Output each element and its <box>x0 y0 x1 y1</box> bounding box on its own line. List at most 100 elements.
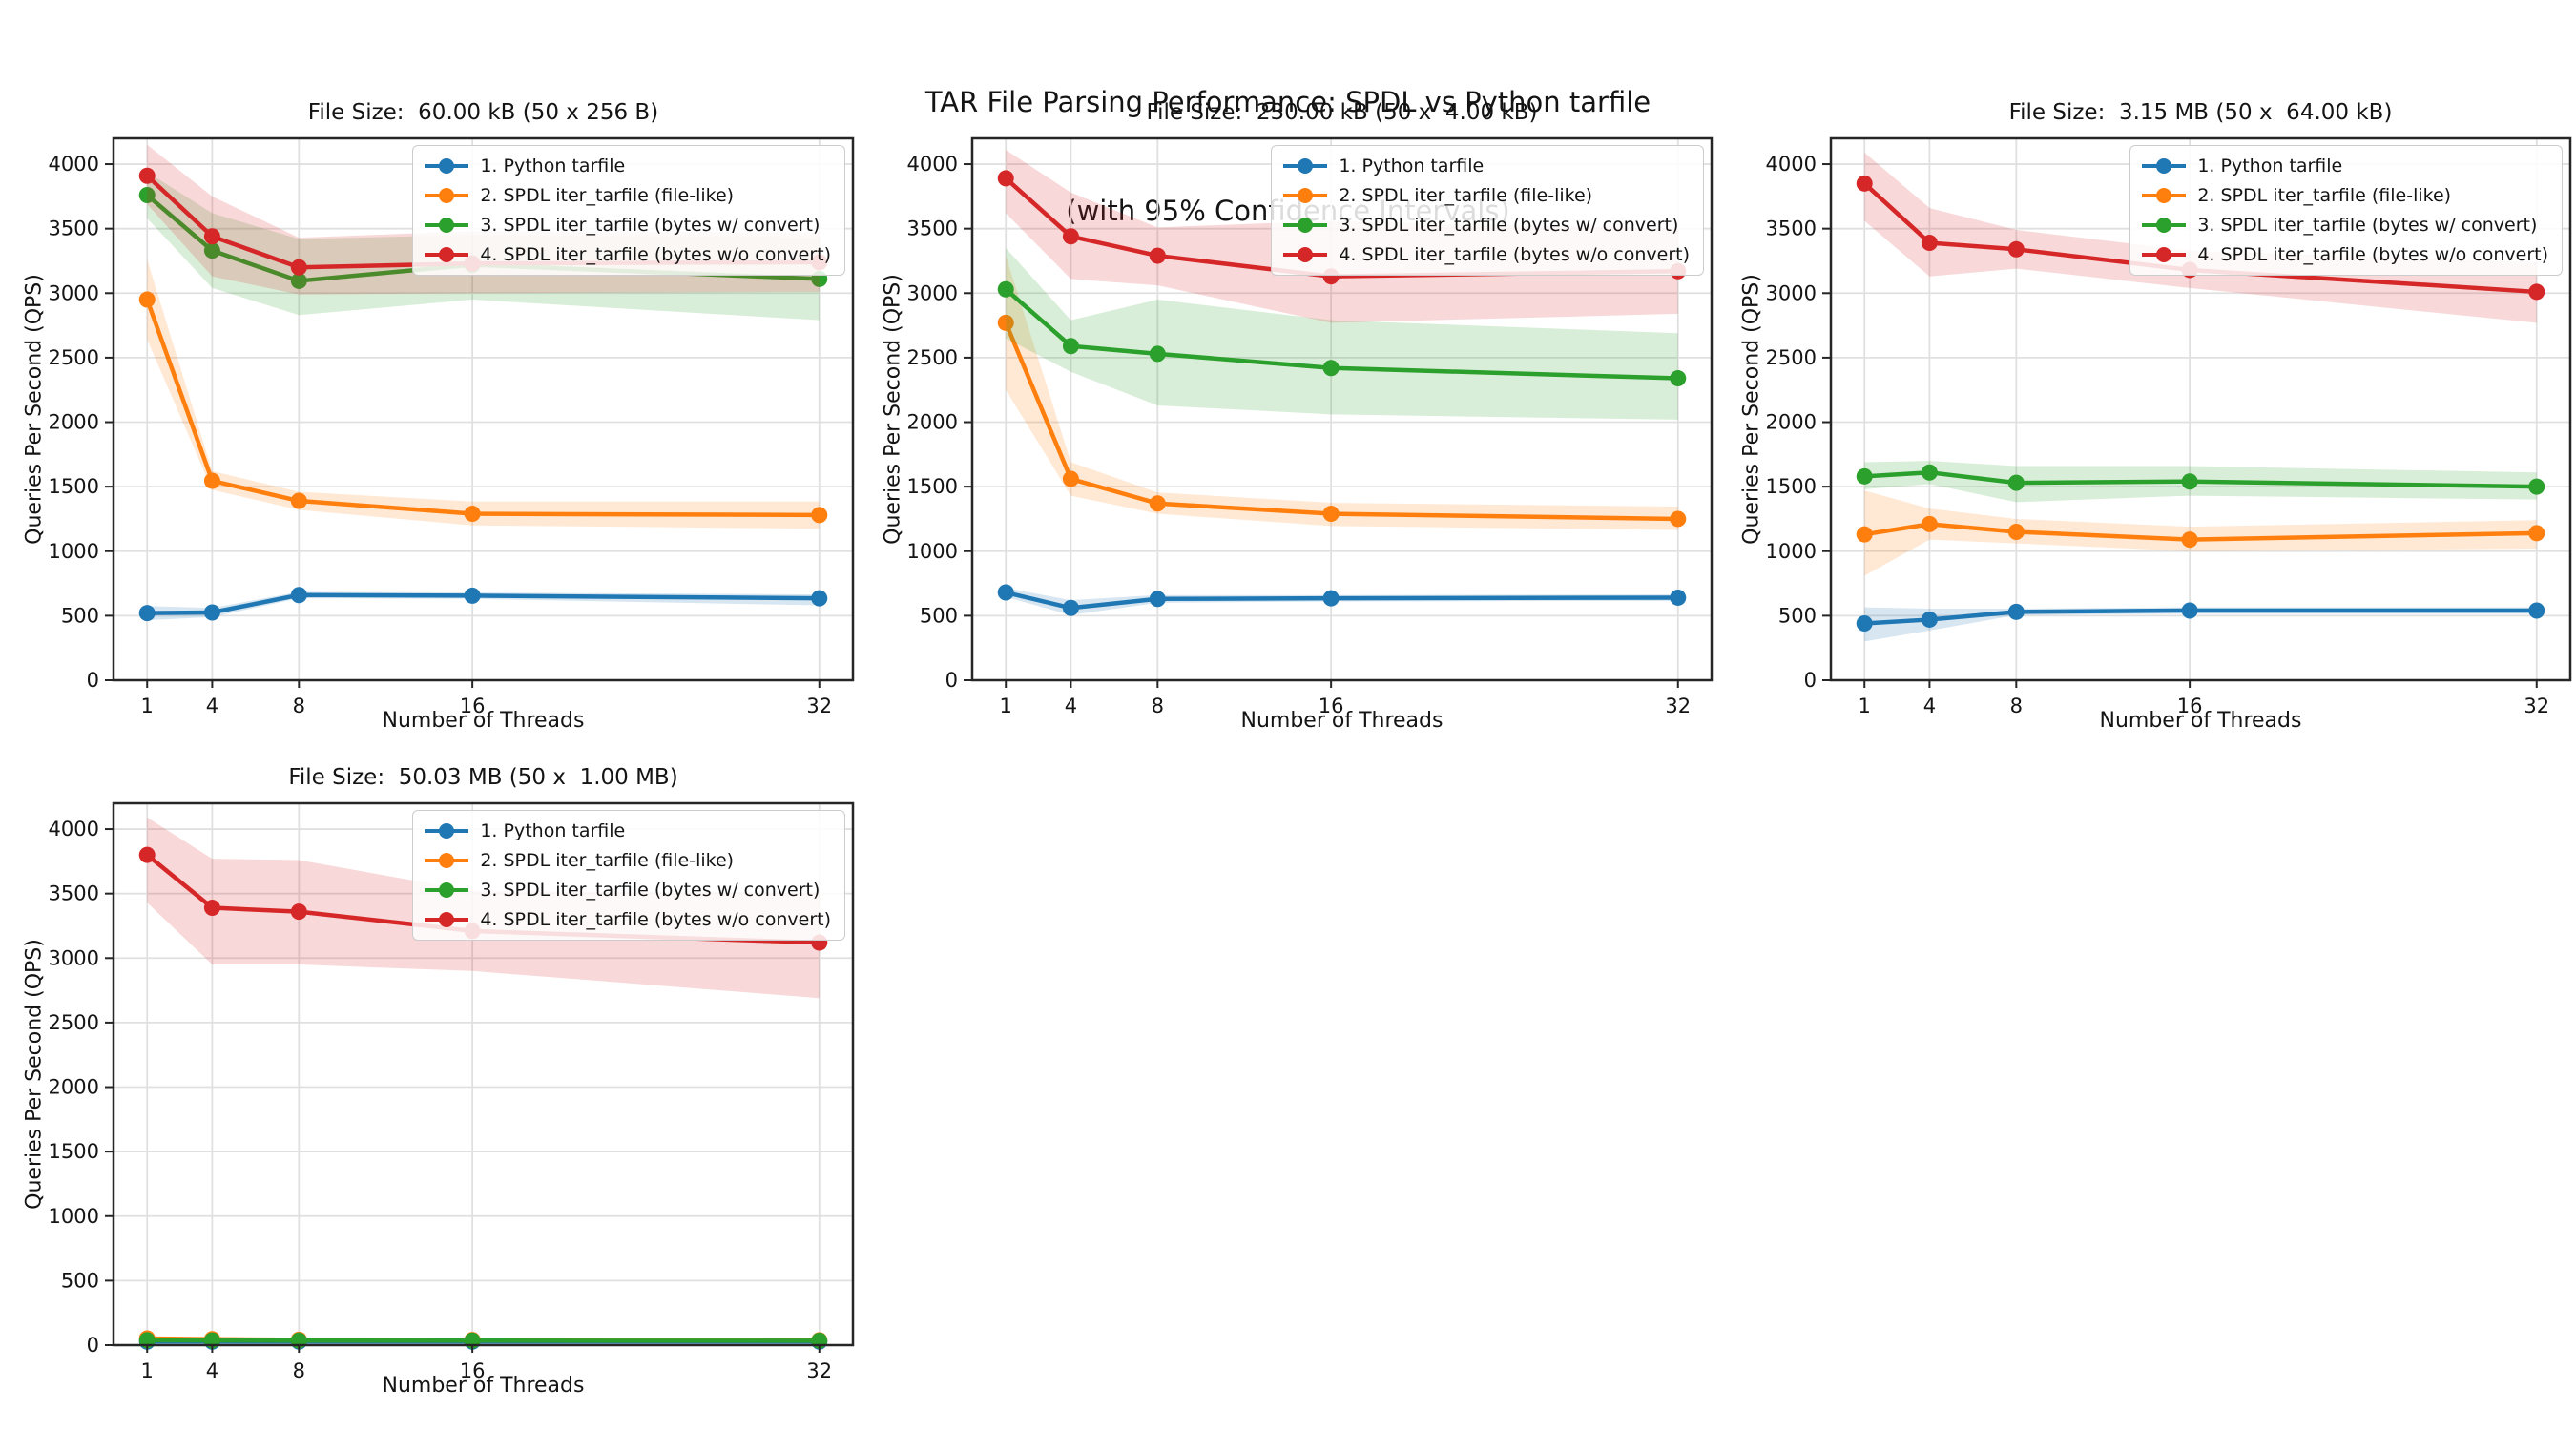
data-line <box>144 592 822 615</box>
data-point <box>997 170 1014 187</box>
axes-frame <box>112 136 855 682</box>
series-4 <box>1856 152 2545 323</box>
tick-labels: 1 4 8 16 32 0 500 1000 1500 2000 2500 3000 3500 4000 <box>1766 153 2550 717</box>
x-tick-label: 16 <box>460 1359 486 1382</box>
data-point <box>2528 478 2545 495</box>
legend-item-3: 3. SPDL iter_tarfile (bytes w/ convert) <box>2142 215 2548 236</box>
x-tick-label: 8 <box>293 1359 305 1382</box>
y-tick-label: 500 <box>920 604 958 627</box>
data-point <box>2007 523 2025 540</box>
data-point <box>1921 464 1938 481</box>
data-point <box>1149 247 1166 264</box>
tick-marks <box>105 163 821 688</box>
x-tick-label: 32 <box>806 695 832 717</box>
series-3 <box>138 1332 828 1349</box>
legend-item-4: 4. SPDL iter_tarfile (bytes w/o convert) <box>1283 244 1690 265</box>
data-point <box>997 280 1014 298</box>
data-point <box>2181 473 2198 490</box>
y-tick-label: 2500 <box>49 346 99 369</box>
legend-label: 2. SPDL iter_tarfile (file-like) <box>480 185 735 206</box>
y-axis-label: Queries Per Second (QPS) <box>1739 274 1764 545</box>
confidence-band <box>1864 490 2537 576</box>
data-point <box>1322 360 1340 377</box>
subplot-title-4: File Size: 50.03 MB (50 x 1.00 MB) <box>288 765 678 790</box>
x-tick-label: 16 <box>1319 695 1344 717</box>
tick-labels: 1 4 8 16 32 0 500 1000 1500 2000 2500 3000 3500 4000 <box>49 818 833 1382</box>
legend-1: 1. Python tarfile 2. SPDL iter_tarfile (f… <box>412 145 845 276</box>
gridlines <box>114 803 853 1346</box>
y-axis-label: Queries Per Second (QPS) <box>22 274 47 545</box>
y-tick-label: 1000 <box>49 1205 99 1228</box>
legend-line-marker-icon <box>425 853 469 868</box>
legend-item-1: 1. Python tarfile <box>425 820 831 841</box>
legend-line-marker-icon <box>425 158 469 174</box>
data-point <box>1670 510 1687 528</box>
data-point <box>1062 228 1079 245</box>
y-tick-label: 1500 <box>1766 475 1817 498</box>
legend-line-marker-icon <box>425 912 469 927</box>
data-point <box>290 587 307 604</box>
legend-line-marker-icon <box>2142 188 2187 203</box>
y-tick-label: 500 <box>1778 604 1817 627</box>
x-tick-label: 8 <box>1152 695 1164 717</box>
x-axis-label: Number of Threads <box>1240 709 1444 733</box>
y-axis-label: Queries Per Second (QPS) <box>22 939 47 1210</box>
data-point <box>2007 240 2025 258</box>
y-tick-label: 0 <box>87 1334 99 1357</box>
legend-dot-swatch <box>2156 188 2172 203</box>
data-line <box>144 1338 822 1343</box>
series-3 <box>997 247 1687 420</box>
x-tick-label: 4 <box>206 1359 218 1382</box>
data-point <box>290 492 307 509</box>
data-point <box>138 605 156 622</box>
legend-line-marker-icon <box>1283 218 1328 233</box>
data-point <box>1322 506 1340 523</box>
y-tick-label: 3000 <box>49 281 99 304</box>
data-point <box>2007 474 2025 491</box>
y-axis-label: Queries Per Second (QPS) <box>881 274 905 545</box>
x-tick-label: 32 <box>1665 695 1691 717</box>
data-point <box>1921 235 1938 252</box>
data-point <box>2528 525 2545 542</box>
subplot-4: 1 4 8 16 32 0 500 1000 1500 2000 2500 3000 3500 4000 F… <box>0 756 859 1423</box>
series-1 <box>138 587 828 622</box>
y-tick-label: 1000 <box>49 540 99 563</box>
y-tick-label: 500 <box>61 604 99 627</box>
y-tick-label: 0 <box>87 669 99 692</box>
confidence-band <box>1006 588 1678 615</box>
legend-2: 1. Python tarfile 2. SPDL iter_tarfile (f… <box>1271 145 1704 276</box>
data-point <box>203 228 220 245</box>
legend-line-marker-icon <box>425 247 469 262</box>
y-tick-label: 1500 <box>907 475 958 498</box>
series-1 <box>1856 602 2545 642</box>
data-point <box>290 259 307 276</box>
data-point <box>1062 470 1079 487</box>
x-tick-label: 4 <box>206 695 218 717</box>
legend-item-2: 2. SPDL iter_tarfile (file-like) <box>425 850 831 871</box>
axes-frame <box>970 136 1714 682</box>
data-point <box>138 167 156 184</box>
series-2 <box>1856 490 2545 576</box>
legend-dot-swatch <box>2156 158 2172 174</box>
legend-label: 4. SPDL iter_tarfile (bytes w/o convert) <box>2197 244 2548 265</box>
y-tick-label: 2500 <box>49 1011 99 1034</box>
y-tick-label: 0 <box>945 669 958 692</box>
x-tick-label: 32 <box>806 1359 832 1382</box>
legend-label: 3. SPDL iter_tarfile (bytes w/ convert) <box>1339 215 1679 236</box>
y-tick-label: 3500 <box>49 218 99 240</box>
legend-dot-swatch <box>1298 158 1314 174</box>
legend-line-marker-icon <box>1283 158 1328 174</box>
legend-line-marker-icon <box>425 218 469 233</box>
legend-item-1: 1. Python tarfile <box>2142 156 2548 176</box>
legend-dot-swatch <box>2156 218 2172 233</box>
data-point <box>997 314 1014 331</box>
legend-item-4: 4. SPDL iter_tarfile (bytes w/o convert) <box>2142 244 2548 265</box>
axes-frame <box>112 801 855 1347</box>
x-tick-label: 16 <box>2177 695 2203 717</box>
legend-item-4: 4. SPDL iter_tarfile (bytes w/o convert) <box>425 909 831 930</box>
y-tick-label: 3000 <box>1766 281 1817 304</box>
legend-item-1: 1. Python tarfile <box>425 156 831 176</box>
legend-label: 2. SPDL iter_tarfile (file-like) <box>2197 185 2452 206</box>
y-tick-label: 2500 <box>1766 346 1817 369</box>
data-point <box>2181 531 2198 549</box>
